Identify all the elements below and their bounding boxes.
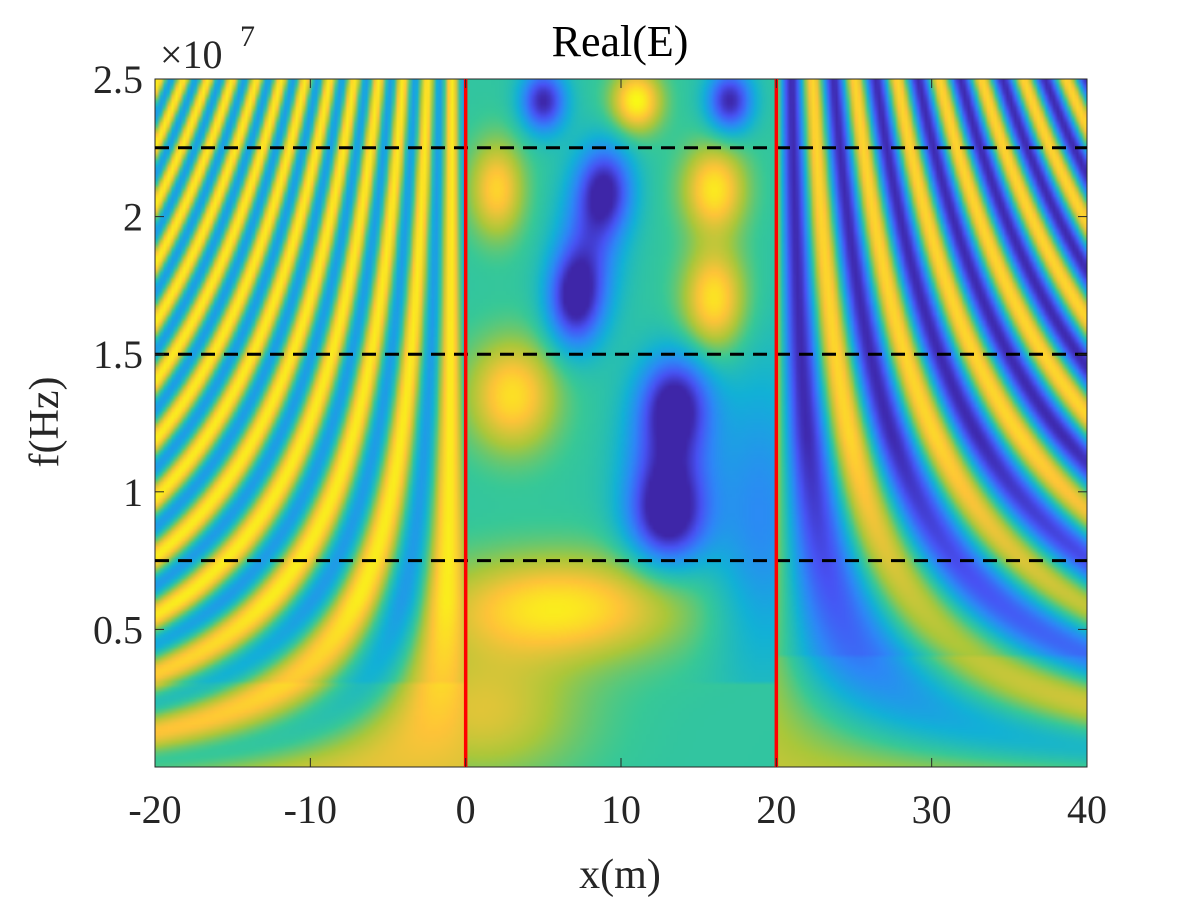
x-tick-label: -20 — [128, 787, 181, 832]
y-tick-label: 2 — [123, 195, 143, 240]
x-tick-label: 40 — [1067, 787, 1107, 832]
heatmap-image — [155, 79, 1087, 767]
y-tick-label: 1 — [123, 470, 143, 515]
x-tick-label: 20 — [756, 787, 796, 832]
y-exponent-power: 7 — [240, 20, 255, 53]
x-axis-label: x(m) — [579, 852, 661, 898]
x-tick-label: -10 — [284, 787, 337, 832]
axis-ticks: -20 -10 0 10 20 30 40 0.5 1 1.5 2 2.5 — [93, 57, 1107, 832]
reference-lines — [155, 79, 1087, 767]
axis-labels: Real(E) x(m) f(Hz) ×10 7 — [22, 17, 688, 898]
heatmap-layer — [155, 79, 1087, 767]
y-tick-label: 1.5 — [93, 332, 143, 377]
y-tick-label: 2.5 — [93, 57, 143, 102]
x-tick-label: 30 — [912, 787, 952, 832]
y-exponent-base: ×10 — [160, 32, 223, 77]
x-tick-label: 10 — [601, 787, 641, 832]
chart-title: Real(E) — [552, 17, 689, 66]
y-axis-label: f(Hz) — [22, 377, 68, 468]
y-tick-label: 0.5 — [93, 607, 143, 652]
x-tick-label: 0 — [456, 787, 476, 832]
